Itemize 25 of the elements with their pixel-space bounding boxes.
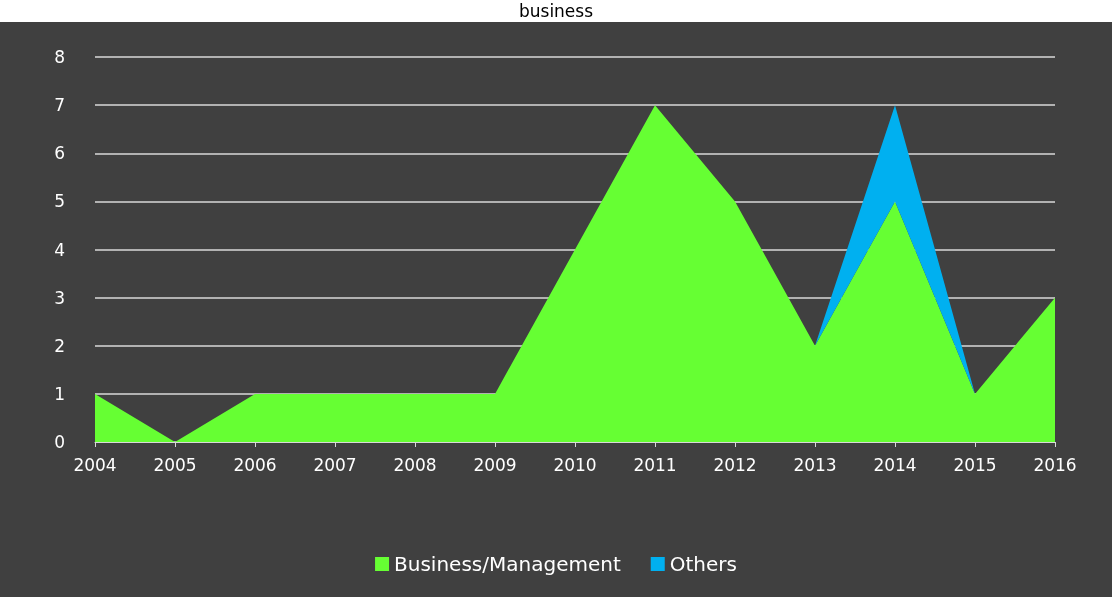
x-tick-label: 2015 xyxy=(953,454,997,475)
x-tick-label: 2013 xyxy=(793,454,837,475)
x-tick-label: 2009 xyxy=(473,454,517,475)
x-tick-label: 2016 xyxy=(1033,454,1077,475)
y-tick-label: 7 xyxy=(54,95,65,116)
chart-title: business xyxy=(517,0,595,22)
legend-label: Business/Management xyxy=(394,552,621,576)
x-tick-label: 2011 xyxy=(633,454,677,475)
y-tick-label: 6 xyxy=(54,143,65,164)
y-tick-label: 4 xyxy=(54,239,65,260)
x-tick-label: 2012 xyxy=(713,454,757,475)
legend-label: Others xyxy=(669,552,737,576)
y-tick-label: 3 xyxy=(54,287,65,308)
y-tick-label: 0 xyxy=(54,432,65,452)
x-tick-label: 2007 xyxy=(313,454,357,475)
x-tick-label: 2004 xyxy=(73,454,117,475)
x-tick-label: 2005 xyxy=(153,454,197,475)
x-tick-label: 2014 xyxy=(873,454,917,475)
y-tick-label: 2 xyxy=(54,335,65,356)
x-tick-label: 2008 xyxy=(393,454,437,475)
y-tick-label: 5 xyxy=(54,191,65,212)
y-tick-label: 8 xyxy=(54,47,65,67)
x-tick-label: 2006 xyxy=(233,454,277,475)
x-tick-label: 2010 xyxy=(553,454,597,475)
y-tick-label: 1 xyxy=(54,383,65,404)
